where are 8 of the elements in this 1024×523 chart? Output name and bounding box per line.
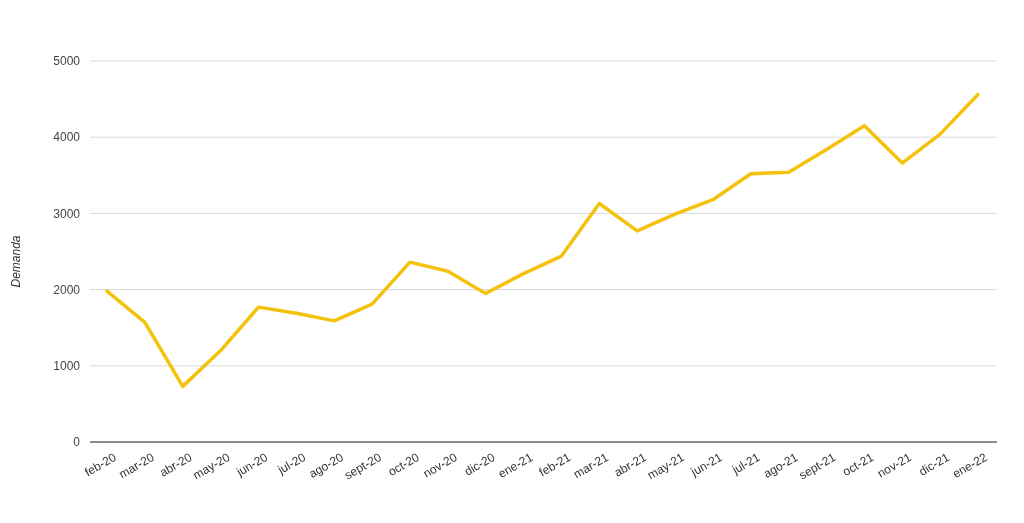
line-series [105,92,980,389]
y-axis-title: Demanda [9,235,23,288]
y-tick-label: 2000 [53,282,81,297]
y-tick-label: 3000 [53,206,81,221]
y-tick-label: 0 [73,435,81,450]
y-tick-label: 4000 [53,130,81,145]
y-tick-label: 5000 [53,54,81,69]
y-tick-label: 1000 [53,359,81,373]
